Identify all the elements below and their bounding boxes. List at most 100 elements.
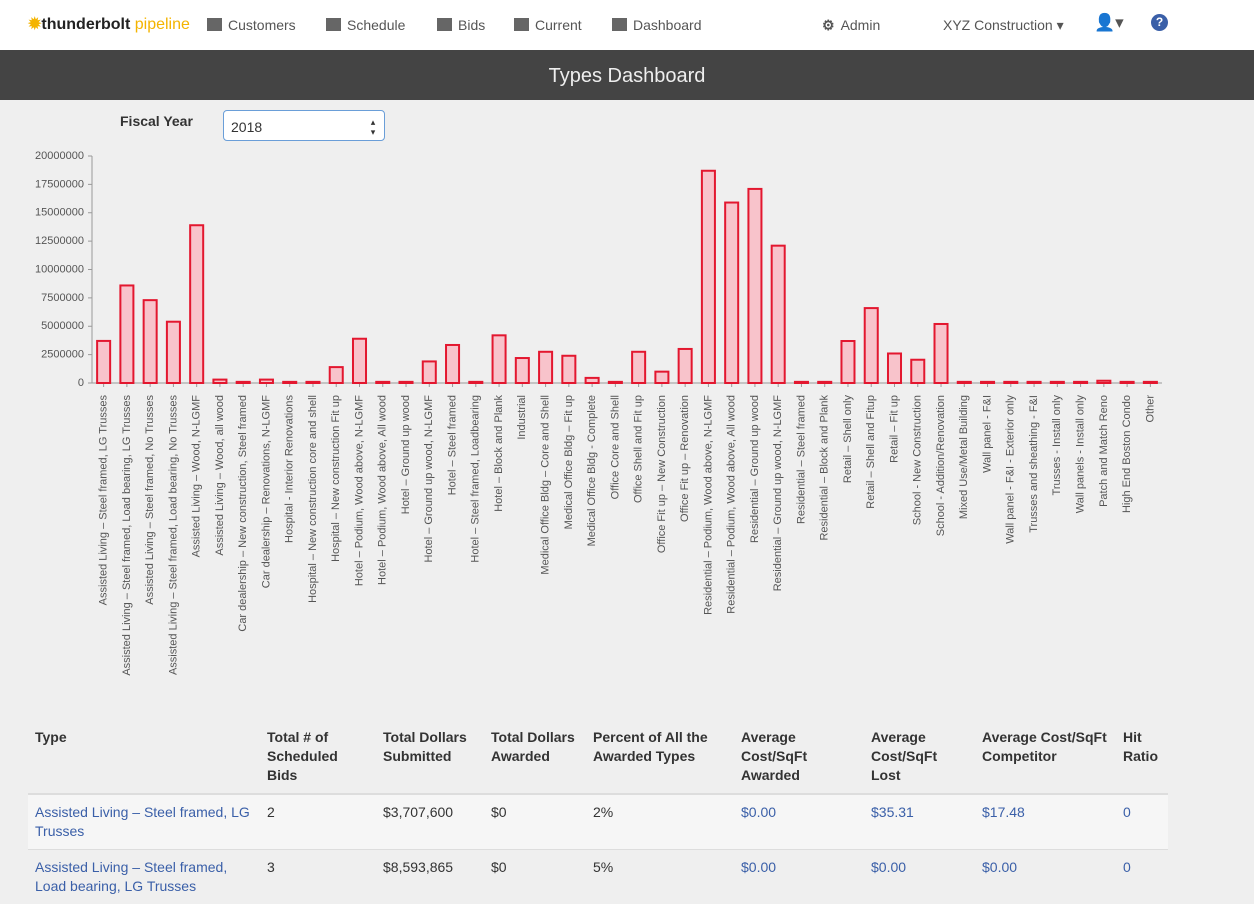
nav-link[interactable]: Customers bbox=[207, 17, 296, 33]
x-tick-label: Office Fit up – Renovation bbox=[679, 395, 691, 522]
company-menu[interactable]: XYZ Construction ▾ bbox=[943, 17, 1064, 34]
x-tick-label: Trusses - Install only bbox=[1051, 395, 1063, 496]
table-row: Assisted Living – Steel framed, LG Truss… bbox=[28, 794, 1168, 850]
nav-text: Dashboard bbox=[633, 17, 702, 33]
bar bbox=[1051, 382, 1064, 383]
column-header: Average Cost/SqFt Competitor bbox=[975, 720, 1116, 794]
bar bbox=[562, 356, 575, 383]
x-tick-label: School - Addition/Renovation bbox=[935, 395, 947, 536]
bar bbox=[190, 225, 203, 383]
y-tick-label: 10000000 bbox=[35, 263, 84, 275]
x-tick-label: Residential – Ground up wood, N-LGMF bbox=[772, 395, 784, 592]
table-cell[interactable]: Assisted Living – Steel framed, Load bea… bbox=[28, 850, 260, 904]
x-tick-label: Assisted Living – Steel framed, LG Truss… bbox=[98, 395, 110, 606]
bar bbox=[493, 335, 506, 383]
x-tick-label: Hotel – Ground up wood, N-LGMF bbox=[423, 395, 435, 563]
y-tick-label: 12500000 bbox=[35, 235, 84, 247]
table-cell[interactable]: $0.00 bbox=[975, 850, 1116, 904]
bar bbox=[283, 382, 296, 383]
table-cell[interactable]: $17.48 bbox=[975, 794, 1116, 850]
bar bbox=[97, 341, 110, 383]
nav-link[interactable]: Bids bbox=[437, 17, 485, 33]
bar bbox=[888, 353, 901, 383]
column-header: Percent of All the Awarded Types bbox=[586, 720, 734, 794]
bar bbox=[1004, 382, 1017, 383]
bar bbox=[1144, 382, 1157, 383]
nav-link[interactable]: ⚙Admin bbox=[822, 17, 880, 34]
table-cell[interactable]: 0 bbox=[1116, 850, 1168, 904]
table-cell: $0 bbox=[484, 794, 586, 850]
bar bbox=[725, 203, 738, 383]
x-tick-label: Hotel – Steel framed bbox=[446, 395, 458, 495]
y-tick-label: 0 bbox=[78, 377, 84, 389]
bar bbox=[376, 382, 389, 383]
nav-text: Current bbox=[535, 17, 582, 33]
x-tick-label: Assisted Living – Steel framed, No Truss… bbox=[144, 395, 156, 605]
x-tick-label: Medical Office Bldg – Core and Shell bbox=[539, 395, 551, 575]
user-menu[interactable]: 👤▾ bbox=[1094, 13, 1124, 33]
x-tick-label: Car dealership – Renovations, N-LGMF bbox=[260, 395, 272, 588]
table-cell: 2 bbox=[260, 794, 376, 850]
x-tick-label: Retail – Shell only bbox=[842, 395, 854, 484]
company: XYZ Construction bbox=[943, 17, 1053, 33]
table-cell[interactable]: 0 bbox=[1116, 794, 1168, 850]
x-tick-label: Mixed Use/Metal Building bbox=[958, 395, 970, 519]
bar bbox=[1074, 382, 1087, 383]
bar bbox=[841, 341, 854, 383]
y-tick-label: 15000000 bbox=[35, 207, 84, 219]
brand-bold: thunderbolt bbox=[41, 16, 130, 33]
bar bbox=[586, 378, 599, 383]
bar bbox=[423, 361, 436, 383]
x-tick-label: Retail – Shell and Fitup bbox=[865, 395, 877, 509]
table-cell[interactable]: $0.00 bbox=[864, 850, 975, 904]
x-tick-label: Hospital – New construction Fit up bbox=[330, 395, 342, 562]
bar bbox=[1097, 381, 1110, 383]
x-tick-label: Hotel – Podium, Wood above, N-LGMF bbox=[353, 395, 365, 586]
x-tick-label: Residential – Ground up wood bbox=[749, 395, 761, 543]
bar bbox=[1028, 382, 1041, 383]
x-tick-label: Medical Office Bldg - Complete bbox=[586, 395, 598, 546]
x-tick-label: Other bbox=[1144, 395, 1156, 423]
bar bbox=[911, 360, 924, 383]
x-tick-label: Hotel – Block and Plank bbox=[493, 395, 505, 512]
table-cell: $3,707,600 bbox=[376, 794, 484, 850]
y-tick-label: 7500000 bbox=[41, 292, 84, 304]
x-tick-label: Office Shell and Fit up bbox=[633, 395, 645, 503]
table-cell[interactable]: Assisted Living – Steel framed, LG Truss… bbox=[28, 794, 260, 850]
x-tick-label: Hotel – Podium, Wood above, All wood bbox=[377, 395, 389, 585]
brand[interactable]: ✹thunderbolt pipeline bbox=[28, 14, 190, 34]
bar bbox=[213, 380, 226, 383]
bar bbox=[958, 382, 971, 383]
help[interactable]: ? bbox=[1151, 14, 1168, 31]
bar bbox=[306, 382, 319, 383]
fiscal-year-select[interactable]: 2018 bbox=[223, 110, 385, 141]
column-header: Total # of Scheduled Bids bbox=[260, 720, 376, 794]
table-cell[interactable]: $0.00 bbox=[734, 850, 864, 904]
x-tick-label: Assisted Living – Steel framed, Load bea… bbox=[121, 395, 133, 676]
column-header: Total Dollars Awarded bbox=[484, 720, 586, 794]
table-cell[interactable]: $0.00 bbox=[734, 794, 864, 850]
x-tick-label: Hotel – Ground up wood bbox=[400, 395, 412, 514]
x-tick-label: Office Fit up – New Construction bbox=[656, 395, 668, 553]
nav-text: Bids bbox=[458, 17, 485, 33]
bar bbox=[260, 380, 273, 383]
chart: 0250000050000007500000100000001250000015… bbox=[0, 140, 1254, 715]
x-tick-label: School - New Construction bbox=[912, 395, 924, 525]
bar bbox=[516, 358, 529, 383]
x-tick-label: Assisted Living – Wood, all wood bbox=[214, 395, 226, 556]
bar bbox=[353, 339, 366, 383]
nav-text: Customers bbox=[228, 17, 296, 33]
x-tick-label: Industrial bbox=[516, 395, 528, 440]
nav-link[interactable]: Schedule bbox=[326, 17, 405, 33]
x-tick-label: Hospital – New construction core and she… bbox=[307, 395, 319, 603]
bar bbox=[772, 246, 785, 383]
bar bbox=[632, 352, 645, 383]
nav-link[interactable]: Dashboard bbox=[612, 17, 702, 33]
bar bbox=[400, 382, 413, 383]
x-tick-label: Residential – Podium, Wood above, All wo… bbox=[726, 395, 738, 614]
bar bbox=[679, 349, 692, 383]
nav-link[interactable]: Current bbox=[514, 17, 582, 33]
x-tick-label: Assisted Living – Steel framed, Load bea… bbox=[167, 395, 179, 676]
table-cell[interactable]: $35.31 bbox=[864, 794, 975, 850]
